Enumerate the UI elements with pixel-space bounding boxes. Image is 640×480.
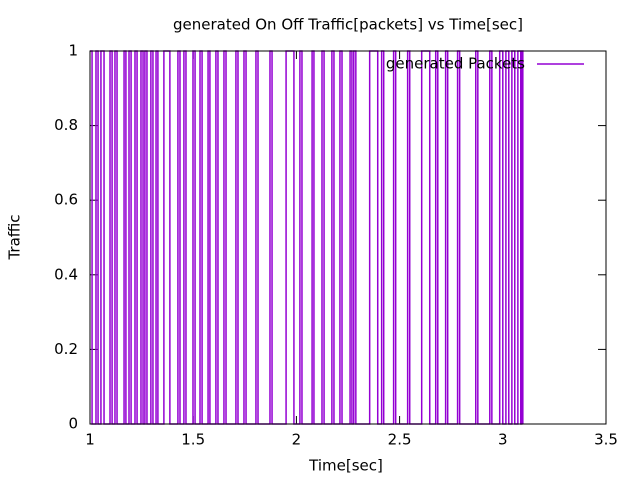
x-axis-label: Time[sec]: [308, 457, 383, 475]
x-tick-label: 1.5: [181, 431, 205, 449]
plot-frame: [89, 50, 607, 425]
data-line: [90, 50, 524, 425]
x-tick-label: 1: [85, 431, 95, 449]
y-tick-label: 0.6: [54, 191, 78, 209]
y-tick-label: 0: [68, 415, 78, 433]
chart-title: generated On Off Traffic[packets] vs Tim…: [173, 16, 523, 34]
x-tick-label: 3: [498, 431, 508, 449]
y-tick-label: 0.2: [54, 340, 78, 358]
y-axis-label: Traffic: [6, 214, 24, 260]
legend-label: generated Packets: [386, 55, 525, 73]
y-tick-label: 1: [68, 42, 78, 60]
x-tick-label: 3.5: [594, 431, 618, 449]
x-tick-label: 2: [292, 431, 302, 449]
y-tick-label: 0.4: [54, 265, 78, 283]
y-tick-label: 0.8: [54, 116, 78, 134]
x-tick-label: 2.5: [388, 431, 412, 449]
